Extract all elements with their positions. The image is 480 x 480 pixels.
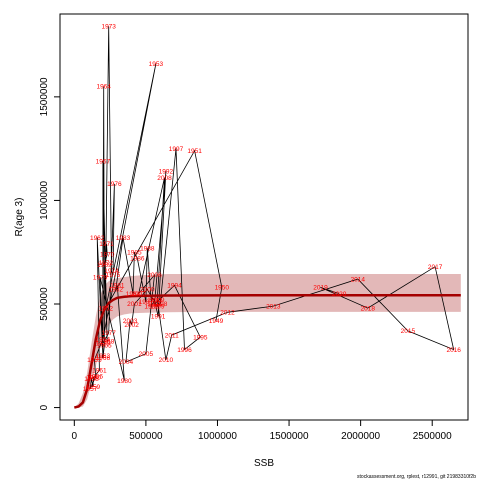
y-tick-label: 1500000	[39, 77, 50, 116]
footer-credit: stockassessment.org, rplest, r12991, git…	[357, 474, 476, 480]
trajectory-path-layer	[89, 26, 455, 390]
point-label-1982: 1982	[109, 287, 124, 294]
trajectory-line	[89, 26, 455, 390]
point-label-1979: 1979	[93, 274, 108, 281]
point-label-1973: 1973	[101, 24, 116, 31]
point-label-2006: 2006	[147, 272, 162, 279]
point-label-1960: 1960	[86, 375, 101, 382]
point-label-2009: 2009	[150, 297, 165, 304]
point-label-1972: 1972	[99, 260, 114, 267]
x-tick-label: 500000	[129, 431, 163, 442]
point-label-2013: 2013	[266, 303, 281, 310]
point-label-1984: 1984	[126, 291, 141, 298]
point-label-1950: 1950	[215, 285, 230, 292]
point-label-2002: 2002	[124, 322, 139, 329]
point-label-1997: 1997	[169, 146, 184, 153]
point-labels-layer: 1957195819591960196119621963196419651966…	[83, 24, 461, 394]
point-label-2014: 2014	[351, 276, 366, 283]
y-tick-label: 1000000	[39, 180, 50, 219]
point-label-1971: 1971	[99, 241, 114, 248]
point-label-1970: 1970	[100, 252, 115, 259]
point-label-2020: 2020	[332, 291, 347, 298]
point-label-1961: 1961	[92, 368, 107, 375]
point-label-1949: 1949	[209, 318, 224, 325]
point-label-1956: 1956	[89, 374, 104, 381]
point-label-1993: 1993	[147, 301, 162, 308]
point-label-1994: 1994	[167, 283, 182, 290]
point-label-2010: 2010	[159, 357, 174, 364]
point-label-1980: 1980	[117, 378, 132, 385]
point-label-1977: 1977	[101, 330, 116, 337]
fit-curve-line	[73, 294, 461, 409]
point-label-2007: 2007	[131, 291, 146, 298]
point-label-1988: 1988	[140, 245, 155, 252]
y-axis-label: R(age 3)	[14, 198, 25, 237]
x-tick-label: 0	[72, 431, 78, 442]
point-label-2003: 2003	[123, 318, 138, 325]
y-axis: 0 500000 1000000 1500000	[39, 77, 61, 410]
point-label-2011: 2011	[165, 332, 179, 339]
point-label-1962: 1962	[90, 235, 105, 242]
point-label-1986: 1986	[130, 256, 145, 263]
x-tick-label: 1000000	[198, 431, 237, 442]
point-label-1995: 1995	[193, 334, 208, 341]
point-label-1991: 1991	[151, 314, 166, 321]
x-tick-label: 1500000	[270, 431, 309, 442]
point-label-1952: 1952	[99, 305, 114, 312]
x-axis-label: SSB	[254, 458, 274, 469]
point-label-1957: 1957	[83, 386, 98, 393]
point-label-1996: 1996	[177, 347, 192, 354]
point-label-1969: 1969	[97, 262, 112, 269]
point-label-1955: 1955	[87, 357, 102, 364]
point-label-1976: 1976	[107, 181, 122, 188]
point-label-2001: 2001	[127, 301, 142, 308]
point-label-1954: 1954	[96, 336, 111, 343]
x-tick-label: 2500000	[413, 431, 452, 442]
point-label-2000: 2000	[140, 287, 155, 294]
point-label-1959: 1959	[86, 384, 101, 391]
point-label-2018: 2018	[361, 305, 376, 312]
x-tick-label: 2000000	[341, 431, 380, 442]
y-tick-label: 0	[39, 404, 50, 410]
point-label-1974: 1974	[104, 268, 119, 275]
point-label-1964: 1964	[96, 84, 111, 91]
point-label-1983: 1983	[116, 235, 131, 242]
point-label-1990: 1990	[147, 297, 162, 304]
point-label-1958: 1958	[84, 376, 99, 383]
point-label-1987: 1987	[139, 299, 154, 306]
point-label-1985: 1985	[127, 249, 142, 256]
point-label-1989: 1989	[144, 303, 159, 310]
point-label-1966: 1966	[96, 355, 111, 362]
fit-curve-layer	[73, 294, 461, 409]
point-label-2015: 2015	[401, 328, 416, 335]
fit-confidence-band	[74, 274, 461, 408]
point-label-2012: 2012	[220, 310, 235, 317]
point-label-1951: 1951	[187, 148, 202, 155]
point-label-1968: 1968	[100, 339, 115, 346]
point-label-1999: 1999	[150, 303, 165, 310]
point-label-1981: 1981	[110, 283, 125, 290]
point-label-1992: 1992	[159, 169, 174, 176]
point-label-1998: 1998	[153, 301, 168, 308]
point-label-1953: 1953	[149, 61, 164, 68]
point-label-2019: 2019	[313, 285, 328, 292]
point-label-2005: 2005	[139, 351, 154, 358]
point-label-1978: 1978	[96, 341, 111, 348]
y-tick-label: 500000	[39, 287, 50, 321]
point-label-1975: 1975	[106, 272, 121, 279]
point-label-2016: 2016	[446, 347, 461, 354]
x-axis: 0 500000 1000000 1500000 2000000 2500000	[72, 419, 452, 442]
point-label-2008: 2008	[157, 175, 172, 182]
point-label-2004: 2004	[119, 359, 134, 366]
point-label-2017: 2017	[428, 264, 443, 271]
point-label-1967: 1967	[96, 158, 111, 165]
fit-confidence-band-layer	[74, 274, 461, 408]
point-label-1963: 1963	[96, 353, 111, 360]
point-label-1965: 1965	[97, 343, 112, 350]
